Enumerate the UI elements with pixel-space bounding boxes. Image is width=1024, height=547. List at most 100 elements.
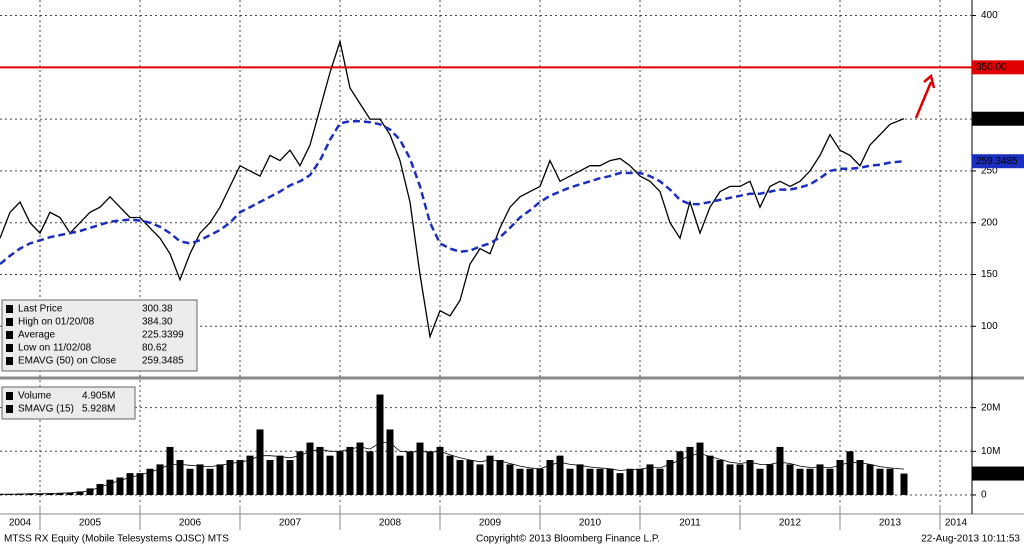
volume-bar — [566, 468, 574, 495]
legend-swatch — [6, 318, 13, 326]
y-tick-label: 250 — [981, 166, 998, 177]
volume-bar — [846, 451, 854, 495]
volume-bar — [326, 455, 334, 495]
volume-bar — [226, 460, 234, 495]
legend-value: 225.3399 — [142, 330, 184, 341]
legend-label: EMAVG (50) on Close — [18, 356, 117, 367]
reference-label: 350.00 — [976, 62, 1007, 73]
legend-label: Low on 11/02/08 — [18, 343, 92, 354]
volume-bar — [746, 460, 754, 495]
volume-bar — [546, 460, 554, 495]
volume-bar — [136, 473, 144, 495]
x-tick-label: 2011 — [679, 518, 701, 529]
volume-bar — [236, 460, 244, 495]
y-tick-label: 200 — [981, 217, 998, 228]
volume-bar — [676, 451, 684, 495]
x-tick-label: 2009 — [479, 518, 502, 529]
volume-bar — [86, 488, 94, 495]
last-value-tag — [972, 154, 1024, 169]
x-tick-label: 2013 — [879, 518, 902, 529]
y-tick-label: 150 — [981, 269, 998, 280]
legend-label: Volume — [18, 391, 52, 402]
legend-label: SMAVG (15) — [18, 404, 74, 415]
legend-value: 80.62 — [142, 343, 167, 354]
volume-bar — [756, 468, 764, 495]
legend-label: Last Price — [18, 304, 63, 315]
volume-bar — [6, 494, 14, 495]
volume-bar — [656, 468, 664, 495]
volume-bar — [866, 464, 874, 495]
volume-bar — [46, 493, 54, 495]
volume-bar — [486, 455, 494, 495]
volume-bar — [206, 468, 214, 495]
last-value-label: 300.38 — [976, 113, 1007, 124]
x-tick-label: 2004 — [9, 518, 32, 529]
x-tick-label: 2010 — [579, 518, 602, 529]
volume-bar — [806, 468, 814, 495]
x-tick-label: 2014 — [945, 518, 968, 529]
last-value-label: 4.905M — [976, 468, 1009, 479]
volume-bar — [726, 464, 734, 495]
volume-bar — [696, 442, 704, 495]
x-tick-label: 2007 — [279, 518, 302, 529]
legend-box — [1, 299, 198, 372]
volume-bar — [706, 455, 714, 495]
volume-bar — [36, 493, 44, 495]
legend-swatch — [6, 344, 13, 352]
volume-bar — [596, 468, 604, 495]
volume-bar — [306, 442, 314, 495]
last-value-label: 259.3485 — [976, 156, 1018, 167]
volume-bar — [276, 455, 284, 495]
volume-bar — [26, 493, 34, 495]
volume-bar — [556, 455, 564, 495]
volume-bar — [216, 464, 224, 495]
volume-bar — [156, 464, 164, 495]
volume-bar — [816, 464, 824, 495]
volume-bar — [526, 468, 534, 495]
y2-tick-label: 0 — [981, 490, 987, 501]
volume-bar — [886, 468, 894, 495]
y2-tick-label: 10M — [981, 446, 1000, 457]
volume-bar — [296, 451, 304, 495]
volume-bar — [186, 468, 194, 495]
y-tick-label: 400 — [981, 10, 998, 21]
legend-value: 259.3485 — [142, 356, 184, 367]
volume-bar — [246, 455, 254, 495]
volume-bar — [776, 446, 784, 495]
legend-value: 4.905M — [82, 391, 115, 402]
y-tick-label: 100 — [981, 321, 998, 332]
volume-bar — [386, 429, 394, 495]
volume-bar — [786, 464, 794, 495]
x-tick-label: 2006 — [179, 518, 202, 529]
volume-bar — [636, 468, 644, 495]
volume-bar — [56, 493, 64, 495]
volume-bar — [336, 451, 344, 495]
volume-bar — [716, 460, 724, 495]
volume-bar — [626, 468, 634, 495]
volume-bar — [616, 473, 624, 495]
volume-bar — [346, 446, 354, 495]
volume-bar — [76, 491, 84, 495]
volume-bar — [446, 455, 454, 495]
volume-bar — [416, 442, 424, 495]
volume-bar — [0, 494, 4, 495]
legend-swatch — [6, 357, 13, 365]
volume-bar — [316, 446, 324, 495]
legend-value: 384.30 — [142, 317, 173, 328]
volume-bar — [126, 473, 134, 495]
volume-bar — [900, 473, 908, 495]
volume-bar — [116, 477, 124, 495]
volume-bar — [836, 460, 844, 495]
volume-bar — [426, 451, 434, 495]
volume-bar — [796, 468, 804, 495]
volume-bar — [856, 460, 864, 495]
sma-line — [0, 442, 905, 495]
volume-bar — [826, 468, 834, 495]
volume-bar — [736, 464, 744, 495]
price-line — [0, 38, 905, 340]
volume-bar — [266, 460, 274, 495]
volume-bar — [576, 464, 584, 495]
volume-bar — [606, 468, 614, 495]
volume-bar — [166, 446, 174, 495]
